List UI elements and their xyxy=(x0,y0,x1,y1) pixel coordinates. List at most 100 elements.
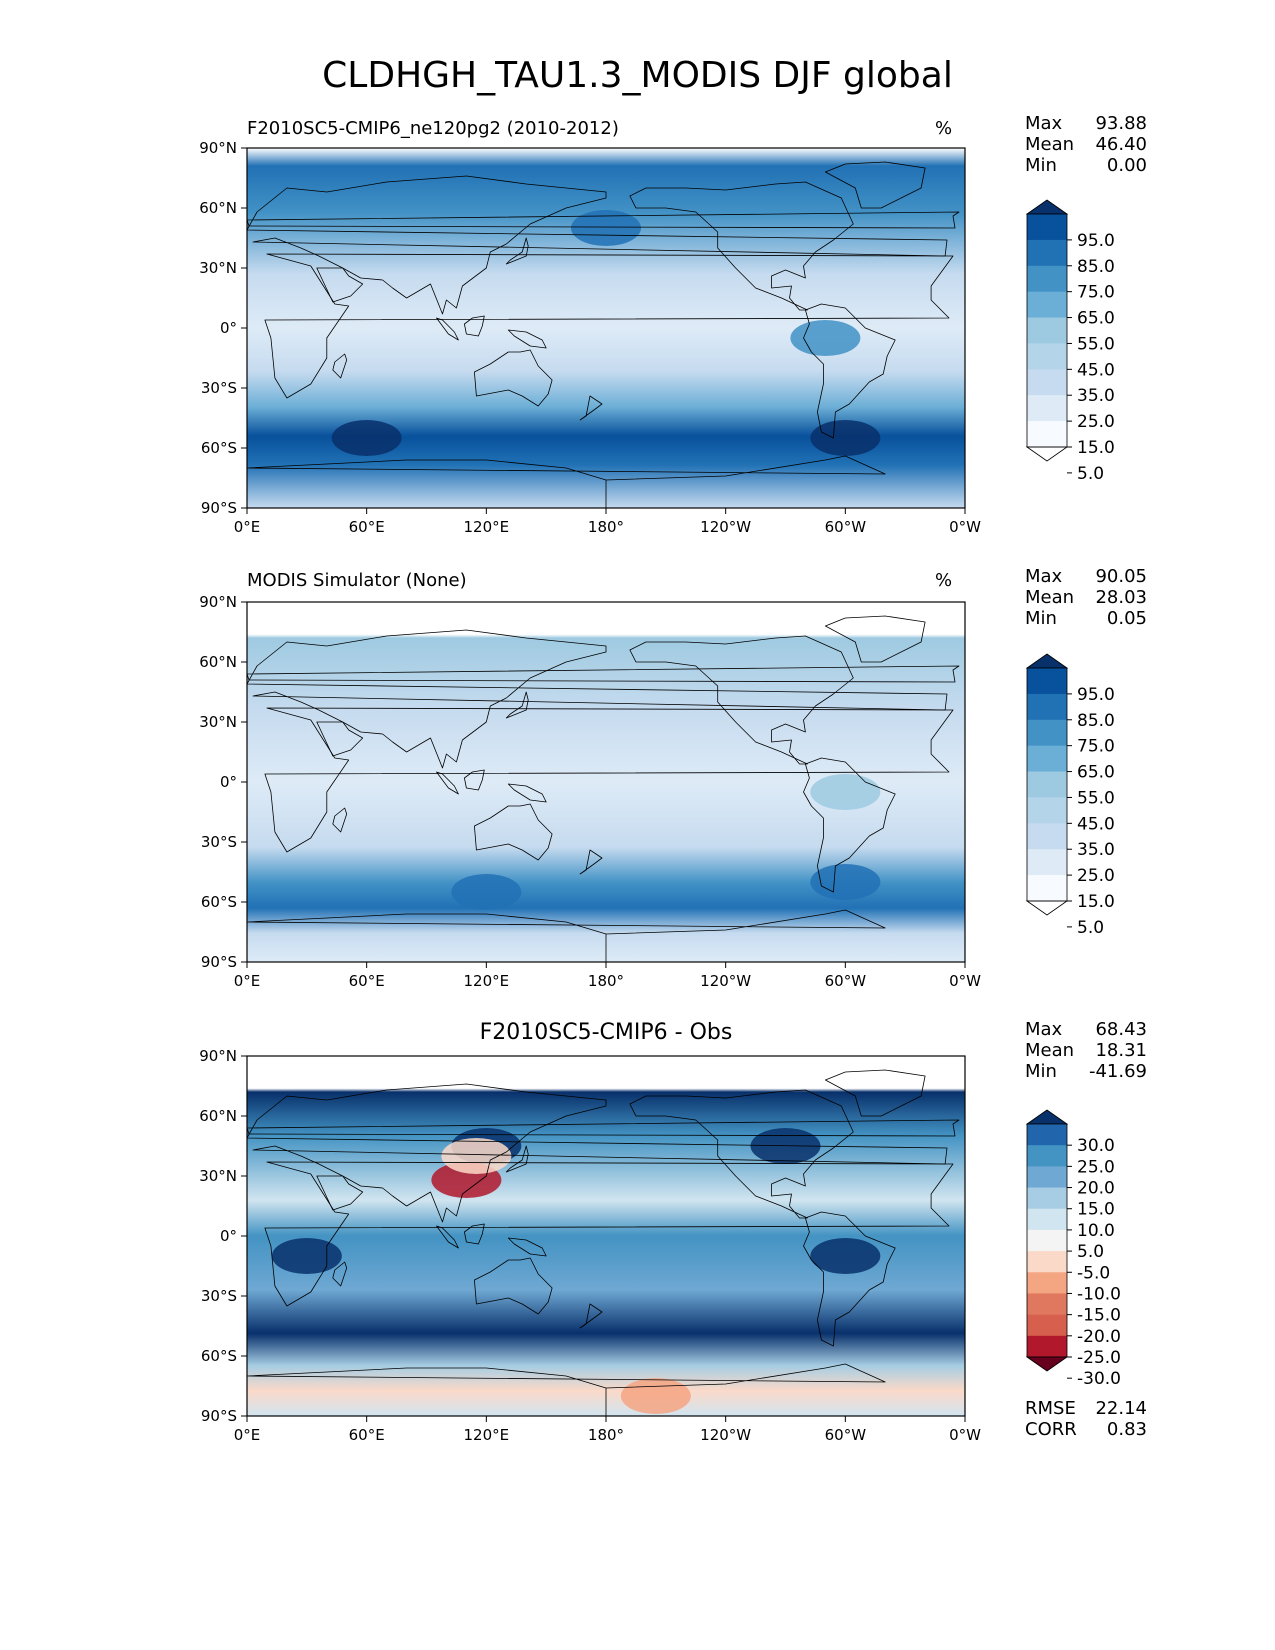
coastline xyxy=(825,1069,926,1117)
coastline xyxy=(463,315,485,337)
x-tick-label: 0°E xyxy=(234,972,261,990)
stat-max: Max 93.88 xyxy=(1025,113,1147,134)
coastline xyxy=(332,1261,348,1287)
colorbar-segment xyxy=(1027,214,1067,241)
colorbar-segment xyxy=(1027,421,1067,448)
colorbar-segment xyxy=(1027,1314,1067,1337)
coastline xyxy=(473,1257,553,1315)
colorbar-segment xyxy=(1027,745,1067,773)
colorbar-label: -30.0 xyxy=(1077,1369,1121,1389)
map-field xyxy=(247,1056,965,1416)
colorbar-segment xyxy=(1027,797,1067,824)
coastline xyxy=(507,329,547,349)
colorbar-segment xyxy=(1027,1272,1067,1294)
colorbar-segment xyxy=(1027,719,1067,747)
colorbar-label: 85.0 xyxy=(1077,257,1115,277)
contour-blob xyxy=(441,1138,512,1174)
x-tick-label: 0°W xyxy=(949,972,981,990)
colorbar-frame xyxy=(1026,213,1068,448)
x-tick-label: 0°E xyxy=(234,1426,261,1444)
colorbar-label: 95.0 xyxy=(1077,231,1115,251)
coastline xyxy=(579,395,603,421)
colorbar-segment xyxy=(1027,1187,1067,1210)
colorbar-label: 95.0 xyxy=(1077,685,1115,705)
y-tick-label: 90°N xyxy=(199,1047,237,1065)
colorbar-label: 10.0 xyxy=(1077,1221,1115,1241)
colorbar-label: 35.0 xyxy=(1077,840,1115,860)
colorbar-extend-max xyxy=(1025,199,1069,215)
coastline xyxy=(436,1225,459,1249)
colorbar-label: -20.0 xyxy=(1077,1327,1121,1347)
y-tick-label: 90°S xyxy=(201,953,237,971)
y-tick-label: 60°N xyxy=(199,653,237,671)
colorbar-segment xyxy=(1027,1208,1067,1231)
colorbar-label: -5.0 xyxy=(1077,1263,1110,1283)
y-tick-label: 0° xyxy=(220,1227,237,1245)
contour-blob xyxy=(810,420,881,456)
coastlines xyxy=(246,161,960,509)
stat-min: Min -41.69 xyxy=(1025,1061,1147,1082)
coastline xyxy=(473,349,553,407)
colorbar-label: 75.0 xyxy=(1077,737,1115,757)
coastline xyxy=(316,721,364,757)
colorbar-segment xyxy=(1027,875,1067,902)
y-tick-label: 30°S xyxy=(201,379,237,397)
coastline xyxy=(825,615,926,663)
colorbar-label: 55.0 xyxy=(1077,334,1115,354)
colorbar-segment xyxy=(1027,369,1067,396)
coastlines xyxy=(246,1069,960,1417)
x-tick-label: 60°W xyxy=(825,1426,867,1444)
stat-mean: Mean 46.40 xyxy=(1025,134,1147,155)
colorbar-label: 25.0 xyxy=(1077,866,1115,886)
colorbar-segment xyxy=(1027,849,1067,876)
contour-blob xyxy=(331,420,402,456)
coastline xyxy=(463,769,485,791)
coastline xyxy=(332,353,348,379)
coastline xyxy=(316,267,364,303)
colorbar-segment xyxy=(1027,771,1067,798)
colorbar-segment xyxy=(1027,239,1067,267)
x-tick-label: 120°W xyxy=(700,972,751,990)
x-tick-label: 60°E xyxy=(349,972,385,990)
contour-blob xyxy=(571,210,641,246)
contour-blob xyxy=(451,874,522,910)
colorbar-label: 65.0 xyxy=(1077,763,1115,783)
x-tick-label: 120°E xyxy=(464,1426,510,1444)
colorbar-segment xyxy=(1027,1124,1067,1146)
colorbar-label: 75.0 xyxy=(1077,283,1115,303)
colorbar-segment xyxy=(1027,291,1067,319)
colorbar-label: 35.0 xyxy=(1077,386,1115,406)
coastline xyxy=(579,1303,603,1329)
coastline xyxy=(246,665,960,683)
colorbar-frame xyxy=(1026,667,1068,902)
x-tick-label: 120°E xyxy=(464,518,510,536)
colorbar-segment xyxy=(1027,343,1067,370)
colorbar-label: 5.0 xyxy=(1077,918,1104,938)
coastline xyxy=(507,1237,547,1257)
x-tick-label: 60°W xyxy=(825,518,867,536)
x-tick-label: 0°E xyxy=(234,518,261,536)
stat-rmse: RMSE 22.14 xyxy=(1025,1398,1147,1419)
coastline xyxy=(246,455,886,509)
coastline xyxy=(803,303,896,439)
panel-units: % xyxy=(935,118,953,139)
x-tick-label: 60°E xyxy=(349,1426,385,1444)
coastline xyxy=(264,253,954,399)
coastline xyxy=(264,707,954,853)
colorbar-segment xyxy=(1027,693,1067,721)
panel-left-title: MODIS Simulator (None) xyxy=(247,570,467,591)
y-tick-label: 30°N xyxy=(199,259,237,277)
colorbar-label: 85.0 xyxy=(1077,711,1115,731)
x-tick-label: 0°W xyxy=(949,518,981,536)
coastline xyxy=(505,1145,529,1173)
x-tick-label: 180° xyxy=(588,972,624,990)
colorbar-extend-min xyxy=(1025,1356,1069,1372)
contour-blob xyxy=(810,864,881,900)
coastline xyxy=(629,181,854,311)
stat-min: Min 0.00 xyxy=(1025,155,1147,176)
colorbar-label: 15.0 xyxy=(1077,1200,1115,1220)
colorbar-segment xyxy=(1027,317,1067,344)
colorbar-label: 25.0 xyxy=(1077,412,1115,432)
stat-max: Max 68.43 xyxy=(1025,1019,1147,1040)
